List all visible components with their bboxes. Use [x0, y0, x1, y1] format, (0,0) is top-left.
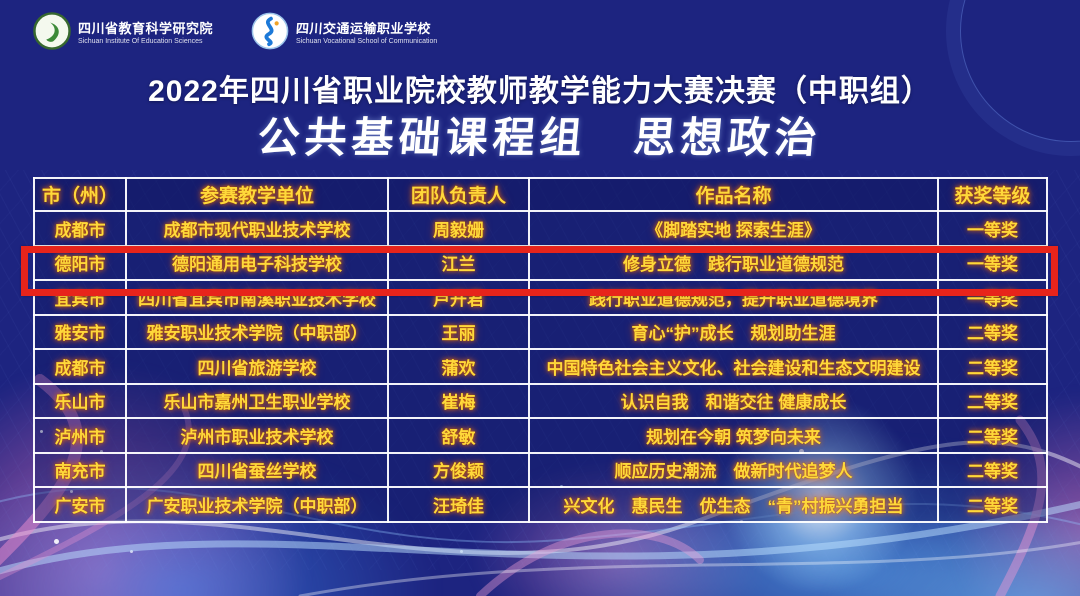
- blue-wave-emblem-icon: [251, 12, 289, 50]
- cell-city: 乐山市: [33, 382, 127, 419]
- cell-city: 泸州市: [33, 417, 127, 454]
- cell-school: 四川省旅游学校: [125, 348, 389, 385]
- cell-award: 二等奖: [937, 417, 1048, 454]
- table-row: 成都市 四川省旅游学校 蒲欢 中国特色社会主义文化、社会建设和生态文明建设 二等…: [33, 348, 1048, 385]
- cell-city: 南充市: [33, 451, 127, 488]
- cell-award: 一等奖: [937, 210, 1048, 247]
- cell-city: 成都市: [33, 210, 127, 247]
- cell-leader: 王丽: [387, 313, 530, 350]
- school-name-en: Sichuan Vocational School of Communicati…: [296, 37, 438, 45]
- awards-table: 市（州） 参赛教学单位 团队负责人 作品名称 获奖等级 成都市 成都市现代职业技…: [33, 177, 1048, 523]
- institute-name-en: Sichuan Institute Of Education Sciences: [78, 37, 203, 45]
- cell-award: 二等奖: [937, 451, 1048, 488]
- cell-work: 践行职业道德规范，提升职业道德境界: [528, 279, 939, 316]
- table-row: 乐山市 乐山市嘉州卫生职业学校 崔梅 认识自我 和谐交往 健康成长 二等奖: [33, 382, 1048, 419]
- cell-school: 广安职业技术学院（中职部）: [125, 486, 389, 523]
- school-logo: 四川交通运输职业学校 Sichuan Vocational School of …: [251, 12, 437, 50]
- logo-bar: 四川省教育科学研究院 Sichuan Institute Of Educatio…: [33, 12, 437, 50]
- cell-leader: 周毅姗: [387, 210, 530, 247]
- cell-school: 乐山市嘉州卫生职业学校: [125, 382, 389, 419]
- table-row: 南充市 四川省蚕丝学校 方俊颖 顺应历史潮流 做新时代追梦人 二等奖: [33, 451, 1048, 488]
- table-row: 雅安市 雅安职业技术学院（中职部） 王丽 育心“护”成长 规划助生涯 二等奖: [33, 313, 1048, 350]
- cell-school: 成都市现代职业技术学校: [125, 210, 389, 247]
- cell-award: 二等奖: [937, 348, 1048, 385]
- page-subtitle: 公共基础课程组 思想政治: [255, 113, 824, 162]
- institute-logo: 四川省教育科学研究院 Sichuan Institute Of Educatio…: [33, 12, 213, 50]
- table-row: 广安市 广安职业技术学院（中职部） 汪琦佳 兴文化 惠民生 优生态 “青”村振兴…: [33, 486, 1048, 523]
- cell-award: 二等奖: [937, 486, 1048, 523]
- page-title: 2022年四川省职业院校教师教学能力大赛决赛（中职组）: [148, 75, 932, 108]
- header-cell-award: 获奖等级: [937, 177, 1048, 212]
- cell-school: 泸州市职业技术学校: [125, 417, 389, 454]
- table-row: 成都市 成都市现代职业技术学校 周毅姗 《脚踏实地 探索生涯》 一等奖: [33, 210, 1048, 247]
- cell-school: 雅安职业技术学院（中职部）: [125, 313, 389, 350]
- cell-work: 《脚踏实地 探索生涯》: [528, 210, 939, 247]
- cell-work: 顺应历史潮流 做新时代追梦人: [528, 451, 939, 488]
- school-name-cn: 四川交通运输职业学校: [295, 21, 432, 37]
- cell-city: 雅安市: [33, 313, 127, 350]
- green-leaf-emblem-icon: [33, 12, 71, 50]
- cell-city: 成都市: [33, 348, 127, 385]
- cell-leader: 蒲欢: [387, 348, 530, 385]
- cell-award: 一等奖: [937, 279, 1048, 316]
- cell-work: 中国特色社会主义文化、社会建设和生态文明建设: [528, 348, 939, 385]
- cell-work: 育心“护”成长 规划助生涯: [528, 313, 939, 350]
- cell-work: 兴文化 惠民生 优生态 “青”村振兴勇担当: [528, 486, 939, 523]
- table-row: 宜宾市 四川省宜宾市南溪职业技术学校 卢开君 践行职业道德规范，提升职业道德境界…: [33, 279, 1048, 316]
- table-header-row: 市（州） 参赛教学单位 团队负责人 作品名称 获奖等级: [33, 177, 1048, 212]
- cell-leader: 崔梅: [387, 382, 530, 419]
- cell-award: 二等奖: [937, 382, 1048, 419]
- cell-leader: 舒敏: [387, 417, 530, 454]
- cell-leader: 方俊颖: [387, 451, 530, 488]
- highlight-box: [21, 246, 1058, 296]
- cell-work: 认识自我 和谐交往 健康成长: [528, 382, 939, 419]
- header-cell-work: 作品名称: [528, 177, 939, 212]
- cell-leader: 汪琦佳: [387, 486, 530, 523]
- table-row: 泸州市 泸州市职业技术学校 舒敏 规划在今朝 筑梦向未来 二等奖: [33, 417, 1048, 454]
- cell-award: 二等奖: [937, 313, 1048, 350]
- institute-name-cn: 四川省教育科学研究院: [78, 20, 214, 36]
- cell-city: 广安市: [33, 486, 127, 523]
- cell-work: 规划在今朝 筑梦向未来: [528, 417, 939, 454]
- header-cell-leader: 团队负责人: [387, 177, 530, 212]
- header-cell-school: 参赛教学单位: [125, 177, 389, 212]
- cell-school: 四川省蚕丝学校: [125, 451, 389, 488]
- header-cell-city: 市（州）: [33, 177, 127, 212]
